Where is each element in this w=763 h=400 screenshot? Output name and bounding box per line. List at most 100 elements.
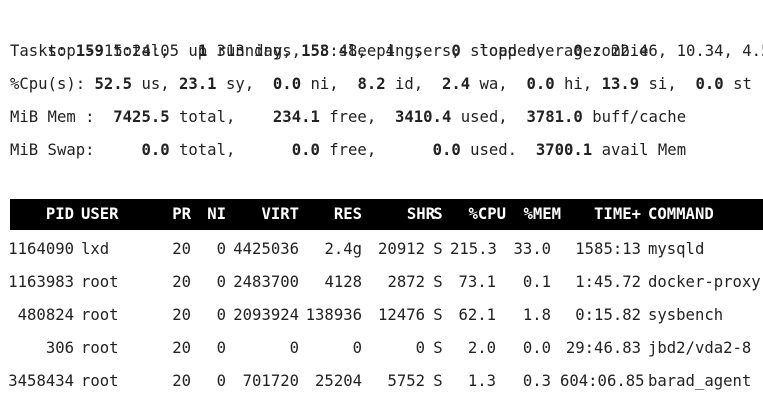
mem-free-label: free, — [329, 108, 377, 126]
column-header-shr[interactable]: SHR — [406, 205, 435, 223]
swap-free: 0.0 — [291, 141, 320, 159]
tasks-sleeping-label: sleeping, — [338, 42, 424, 60]
cpu-line: %Cpu(s): 52.5 us, 23.1 sy, 0.0 ni, 8.2 i… — [10, 68, 752, 101]
tasks-sleeping: 158 — [301, 42, 330, 60]
mem-cell: 0.3 — [522, 372, 551, 390]
res-cell: 4128 — [324, 273, 362, 291]
state-cell: S — [433, 306, 443, 324]
uptime-line: top - 15:24:05 up 313 days, 3:48, 4 user… — [10, 2, 763, 60]
user-cell: root — [81, 372, 119, 390]
res-cell: 138936 — [305, 306, 362, 324]
state-cell: S — [433, 273, 443, 291]
mem-cell: 33.0 — [513, 240, 551, 258]
tasks-total-label: total, — [113, 42, 170, 60]
tasks-running-label: running, — [216, 42, 292, 60]
pr-cell: 20 — [172, 306, 191, 324]
cpu-wa-label: wa, — [479, 75, 508, 93]
state-cell: S — [433, 372, 443, 390]
state-cell: S — [433, 240, 443, 258]
column-header-time[interactable]: TIME+ — [594, 205, 641, 223]
pid-cell: 1163983 — [8, 273, 74, 291]
pid-cell: 1164090 — [8, 240, 74, 258]
column-header-command[interactable]: COMMAND — [648, 205, 714, 223]
time-cell: 1585:13 — [575, 240, 641, 258]
cpu-sy: 23.1 — [179, 75, 217, 93]
mem-total: 7425.5 — [113, 108, 170, 126]
pid-cell: 480824 — [17, 306, 74, 324]
shr-cell: 5752 — [387, 372, 425, 390]
column-header-pr[interactable]: PR — [172, 205, 191, 223]
state-cell: S — [433, 339, 443, 357]
cpu-cell: 73.1 — [458, 273, 496, 291]
mem-cell: 1.8 — [522, 306, 551, 324]
uptime-text: top - 15:24:05 up 313 days, 3:48, 4 user… — [47, 42, 763, 60]
cpu-hi: 0.0 — [526, 75, 555, 93]
mem-cache: 3781.0 — [526, 108, 583, 126]
virt-cell: 2483700 — [233, 273, 299, 291]
column-header-state[interactable]: S — [433, 205, 443, 223]
tasks-running: 1 — [197, 42, 208, 60]
cpu-cell: 215.3 — [450, 240, 497, 258]
cpu-cell: 1.3 — [467, 372, 496, 390]
pr-cell: 20 — [172, 339, 191, 357]
cpu-id-label: id, — [395, 75, 424, 93]
res-cell: 25204 — [315, 372, 362, 390]
shr-cell: 0 — [415, 339, 425, 357]
column-header-cpu[interactable]: %CPU — [468, 205, 506, 223]
mem-cell: 0.1 — [522, 273, 551, 291]
tasks-stopped: 0 — [451, 42, 461, 60]
column-header-res[interactable]: RES — [333, 205, 362, 223]
cpu-st: 0.0 — [695, 75, 724, 93]
command-cell: barad_agent — [648, 372, 752, 390]
ni-cell: 0 — [216, 240, 226, 258]
column-header-user[interactable]: USER — [81, 205, 119, 223]
cpu-ni: 0.0 — [272, 75, 302, 93]
cpu-sy-label: sy, — [225, 75, 255, 93]
process-table-header: PID USER PR NI VIRT RES SHR S %CPU %MEM … — [10, 199, 763, 230]
swap-used: 0.0 — [432, 141, 461, 159]
pr-cell: 20 — [172, 240, 191, 258]
cpu-ni-label: ni, — [310, 75, 339, 93]
pid-cell: 3458434 — [8, 372, 74, 390]
swap-avail-label: avail Mem — [601, 141, 687, 159]
shr-cell: 12476 — [378, 306, 425, 324]
table-row[interactable]: 3458434 root 20 0 701720 25204 5752 S 1.… — [0, 365, 763, 398]
virt-cell: 4425036 — [233, 240, 299, 258]
time-cell: 0:15.82 — [575, 306, 641, 324]
ni-cell: 0 — [216, 372, 226, 390]
tasks-label: Tasks: — [10, 42, 67, 60]
pr-cell: 20 — [172, 273, 191, 291]
tasks-line: Tasks: 159 total, 1 running, 158 sleepin… — [10, 35, 649, 68]
mem-label: MiB Mem : — [10, 108, 95, 126]
swap-used-label: used. — [470, 141, 518, 159]
table-row[interactable]: 1163983 root 20 0 2483700 4128 2872 S 73… — [0, 266, 763, 299]
user-cell: root — [81, 306, 119, 324]
cpu-us-label: us, — [141, 75, 170, 93]
tasks-zombie: 0 — [573, 42, 583, 60]
column-header-pid[interactable]: PID — [45, 205, 74, 223]
cpu-id: 8.2 — [357, 75, 386, 93]
column-header-ni[interactable]: NI — [207, 205, 226, 223]
res-cell: 2.4g — [324, 240, 362, 258]
table-row[interactable]: 306 root 20 0 0 0 0 S 2.0 0.0 29:46.83 j… — [0, 332, 763, 365]
tasks-stopped-label: stopped, — [470, 42, 546, 60]
cpu-st-label: st — [733, 75, 752, 93]
swap-free-label: free, — [329, 141, 377, 159]
column-header-virt[interactable]: VIRT — [261, 205, 299, 223]
swap-total-label: total, — [179, 141, 236, 159]
cpu-cell: 2.0 — [467, 339, 496, 357]
command-cell: mysqld — [648, 240, 705, 258]
user-cell: lxd — [81, 240, 110, 258]
column-header-mem[interactable]: %MEM — [523, 205, 561, 223]
cpu-label: %Cpu(s): — [10, 75, 86, 93]
swap-label: MiB Swap: — [10, 141, 95, 159]
table-row[interactable]: 1164090 lxd 20 0 4425036 2.4g 20912 S 21… — [0, 233, 763, 266]
mem-line: MiB Mem : 7425.5 total, 234.1 free, 3410… — [10, 101, 686, 134]
user-cell: root — [81, 339, 119, 357]
pid-cell: 306 — [45, 339, 74, 357]
command-cell: jbd2/vda2-8 — [648, 339, 752, 357]
time-cell: 604:06.85 — [560, 372, 645, 390]
cpu-si: 13.9 — [601, 75, 640, 93]
table-row[interactable]: 480824 root 20 0 2093924 138936 12476 S … — [0, 299, 763, 332]
